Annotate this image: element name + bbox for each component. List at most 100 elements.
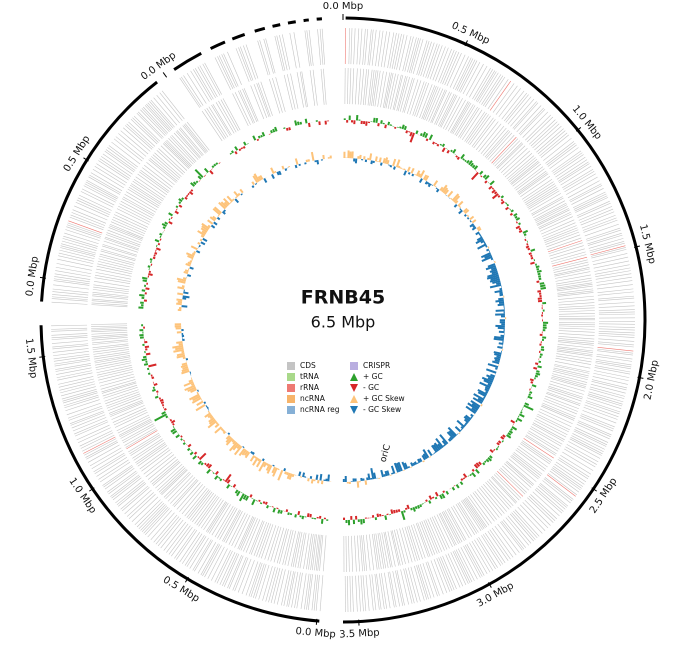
cds-line bbox=[122, 196, 155, 215]
cds-line bbox=[389, 571, 397, 608]
cds-line bbox=[491, 476, 518, 503]
cds-line bbox=[423, 520, 438, 554]
cds-line bbox=[58, 376, 94, 385]
cds-line bbox=[590, 245, 626, 256]
cds-line bbox=[557, 347, 593, 353]
cds-line bbox=[93, 280, 130, 288]
gc-content bbox=[259, 502, 263, 505]
gc-content bbox=[471, 472, 477, 478]
gc-skew bbox=[266, 464, 273, 474]
gc-content bbox=[485, 458, 490, 463]
cds-line bbox=[57, 258, 93, 267]
gc-content bbox=[194, 169, 204, 179]
gc-content bbox=[539, 282, 545, 285]
cds-line bbox=[510, 98, 535, 127]
cds-line bbox=[92, 295, 129, 300]
cds-line bbox=[554, 364, 590, 373]
cds-line bbox=[597, 346, 634, 352]
gc-skew bbox=[204, 412, 212, 418]
cds-line bbox=[471, 117, 494, 147]
cds-line bbox=[557, 459, 589, 480]
tick-label: 0.0 Mbp bbox=[139, 50, 178, 83]
gc-skew bbox=[261, 458, 265, 462]
cds-line bbox=[596, 353, 633, 360]
cds-line bbox=[434, 91, 450, 125]
cds-line bbox=[554, 268, 590, 277]
cds-line bbox=[439, 94, 457, 127]
cds-line bbox=[118, 133, 147, 157]
contig-arc bbox=[303, 18, 309, 23]
gc-skew bbox=[485, 264, 497, 271]
gc-skew bbox=[454, 200, 459, 204]
cds-line bbox=[317, 534, 322, 571]
cds-line bbox=[557, 290, 594, 296]
cds-line bbox=[143, 164, 173, 188]
cds-line bbox=[447, 99, 466, 132]
cds-line bbox=[597, 350, 633, 356]
gc-skew bbox=[490, 276, 500, 281]
gc-skew bbox=[216, 216, 221, 221]
gc-content bbox=[153, 254, 156, 257]
cds-line bbox=[491, 527, 514, 558]
cds-line bbox=[227, 51, 242, 86]
cds-line bbox=[455, 503, 475, 535]
gc-content bbox=[170, 428, 176, 433]
cds-line bbox=[204, 62, 222, 95]
gc-skew bbox=[481, 376, 494, 383]
cds-line bbox=[512, 163, 542, 187]
gc-content bbox=[251, 499, 256, 506]
cds-line bbox=[597, 343, 634, 348]
cds-line bbox=[376, 573, 382, 610]
cds-line bbox=[243, 45, 256, 80]
cds-line bbox=[286, 74, 296, 110]
gc-skew bbox=[198, 244, 201, 248]
gc-skew bbox=[186, 252, 195, 258]
cds-line bbox=[432, 46, 446, 81]
cds-line bbox=[319, 535, 324, 571]
gc-content bbox=[518, 227, 522, 231]
cds-line bbox=[546, 474, 576, 497]
cds-line bbox=[544, 477, 574, 500]
cds-line bbox=[93, 351, 130, 358]
gc-content bbox=[428, 134, 434, 141]
cds-line bbox=[550, 248, 585, 260]
cds-line bbox=[95, 360, 131, 368]
cds-line bbox=[413, 524, 426, 559]
cds-line bbox=[142, 167, 172, 190]
cds-line bbox=[466, 497, 488, 528]
cds-line bbox=[414, 82, 427, 117]
cds-line bbox=[91, 335, 128, 339]
gc-content bbox=[536, 268, 540, 271]
gc-content bbox=[384, 515, 388, 521]
cds-line bbox=[153, 97, 178, 126]
cds-line bbox=[446, 509, 465, 541]
gc-skew bbox=[397, 461, 403, 472]
cds-line bbox=[591, 249, 627, 259]
cds-line bbox=[554, 365, 590, 374]
cds-line bbox=[179, 77, 201, 108]
gc-content bbox=[148, 363, 157, 368]
cds-line bbox=[547, 144, 577, 167]
gc-skew bbox=[494, 353, 502, 357]
cds-line bbox=[93, 452, 125, 473]
cds-line bbox=[94, 165, 126, 186]
gc-skew bbox=[498, 342, 504, 345]
gc-content bbox=[178, 201, 182, 205]
gc-skew bbox=[192, 395, 201, 402]
cds-line bbox=[180, 76, 202, 108]
cds-line bbox=[513, 452, 543, 475]
cds-line bbox=[95, 272, 131, 280]
cds-line bbox=[120, 485, 149, 510]
cds-line bbox=[91, 329, 128, 333]
gc-skew bbox=[498, 297, 504, 301]
cds-line bbox=[174, 528, 196, 559]
gc-skew bbox=[276, 171, 280, 176]
cds-line bbox=[540, 482, 569, 507]
cds-line bbox=[98, 258, 134, 268]
cds-line bbox=[451, 506, 470, 539]
gc-skew bbox=[422, 174, 428, 181]
cds-line bbox=[66, 224, 102, 237]
cds-line bbox=[540, 134, 569, 158]
cds-line bbox=[546, 234, 581, 248]
gc-content bbox=[475, 468, 480, 474]
